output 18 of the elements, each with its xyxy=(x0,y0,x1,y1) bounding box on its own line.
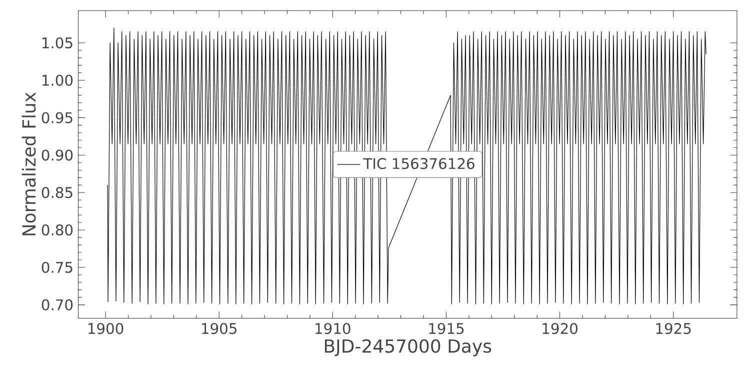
y-tick-label: 0.85 xyxy=(42,187,72,198)
y-tick-label: 0.80 xyxy=(42,224,73,236)
y-tick-label: 0.90 xyxy=(42,150,73,161)
x-axis-title: BJD-2457000 Days xyxy=(324,339,492,356)
y-tick-label: 0.75 xyxy=(42,262,72,273)
x-tick-label: 1900 xyxy=(88,322,124,334)
line-series xyxy=(107,28,706,304)
x-tick-label: 1920 xyxy=(542,322,578,334)
y-tick-label: 1.05 xyxy=(42,37,72,48)
y-tick-label: 0.95 xyxy=(42,112,72,124)
y-tick-label: 0.70 xyxy=(42,299,73,310)
y-axis-title: Normalized Flux xyxy=(22,92,36,236)
x-tick-label: 1905 xyxy=(202,322,236,334)
legend-label: TIC 156376126 xyxy=(363,158,474,170)
x-tick-label: 1915 xyxy=(429,322,464,334)
x-tick-label: 1925 xyxy=(656,322,691,334)
x-tick-label: 1910 xyxy=(316,322,350,334)
y-tick-label: 1.00 xyxy=(42,74,73,86)
